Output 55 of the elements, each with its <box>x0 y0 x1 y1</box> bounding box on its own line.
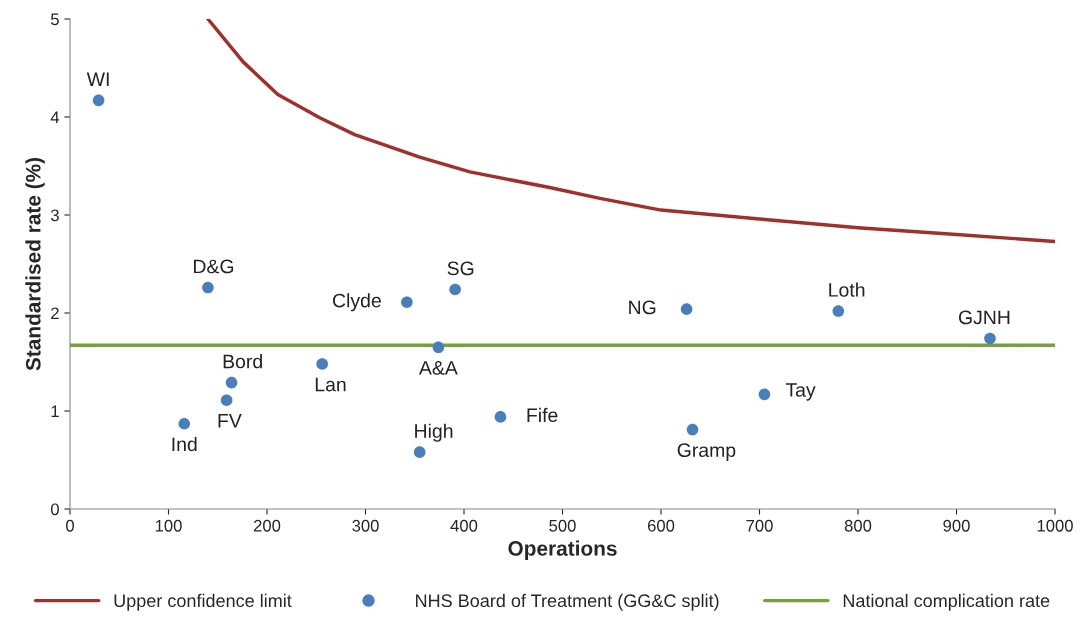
x-tick-label: 100 <box>155 519 182 532</box>
data-label: SG <box>447 261 474 276</box>
data-label: Bord <box>223 354 262 369</box>
x-tick-label: 400 <box>450 519 478 532</box>
x-tick-label: 300 <box>352 519 379 532</box>
data-label: Clyde <box>333 293 381 312</box>
x-tick-label: 700 <box>746 519 773 532</box>
y-axis-title: Standardised rate (%) <box>25 157 45 371</box>
point <box>832 305 845 317</box>
data-label: Gramp <box>677 443 736 461</box>
x-tick-label: 500 <box>549 519 576 532</box>
point <box>225 376 238 389</box>
x-tick-label: 1000 <box>1037 519 1073 532</box>
point <box>220 394 233 407</box>
x-tick-label: 900 <box>943 519 970 532</box>
point <box>432 341 445 354</box>
point <box>316 358 328 370</box>
y-tick-label: 3 <box>50 209 59 222</box>
y-tick-label: 4 <box>50 111 60 124</box>
legend-label: NHS Board of Treatment (GG&C split) <box>416 593 719 611</box>
x-tick-label: 600 <box>647 519 675 532</box>
point <box>401 296 413 309</box>
line-series <box>206 19 1055 244</box>
point <box>686 423 699 436</box>
data-label: GJNH <box>958 310 1010 325</box>
data-label: NG <box>629 300 656 315</box>
data-label: Lan <box>315 377 346 392</box>
data-label: Loth <box>829 282 865 297</box>
data-label: High <box>415 423 453 442</box>
y-tick-label: 1 <box>51 405 59 418</box>
point <box>413 446 426 458</box>
data-label: Ind <box>172 436 197 452</box>
y-tick-label: 0 <box>50 503 59 516</box>
data-label: FV <box>218 414 242 428</box>
data-label: Tay <box>785 383 816 401</box>
x-tick-label: 800 <box>844 519 872 532</box>
point <box>494 411 507 423</box>
point <box>758 388 771 401</box>
point <box>449 283 461 296</box>
data-label: WI <box>86 72 109 86</box>
legend-label: Upper confidence limit <box>114 593 292 611</box>
y-tick-label: 5 <box>50 13 59 26</box>
y-tick-label: 2 <box>51 307 59 320</box>
x-axis-title: Operations <box>508 540 617 560</box>
point <box>680 303 693 315</box>
point <box>178 417 191 430</box>
point <box>92 94 105 107</box>
data-label: D&G <box>193 259 234 274</box>
data-label: Fife <box>527 407 558 423</box>
x-tick-label: 200 <box>253 519 281 532</box>
point <box>202 281 214 294</box>
point <box>984 332 996 345</box>
x-tick-label: 0 <box>66 519 74 532</box>
legend-label: National complication rate <box>843 593 1050 611</box>
data-label: A&A <box>418 361 458 375</box>
